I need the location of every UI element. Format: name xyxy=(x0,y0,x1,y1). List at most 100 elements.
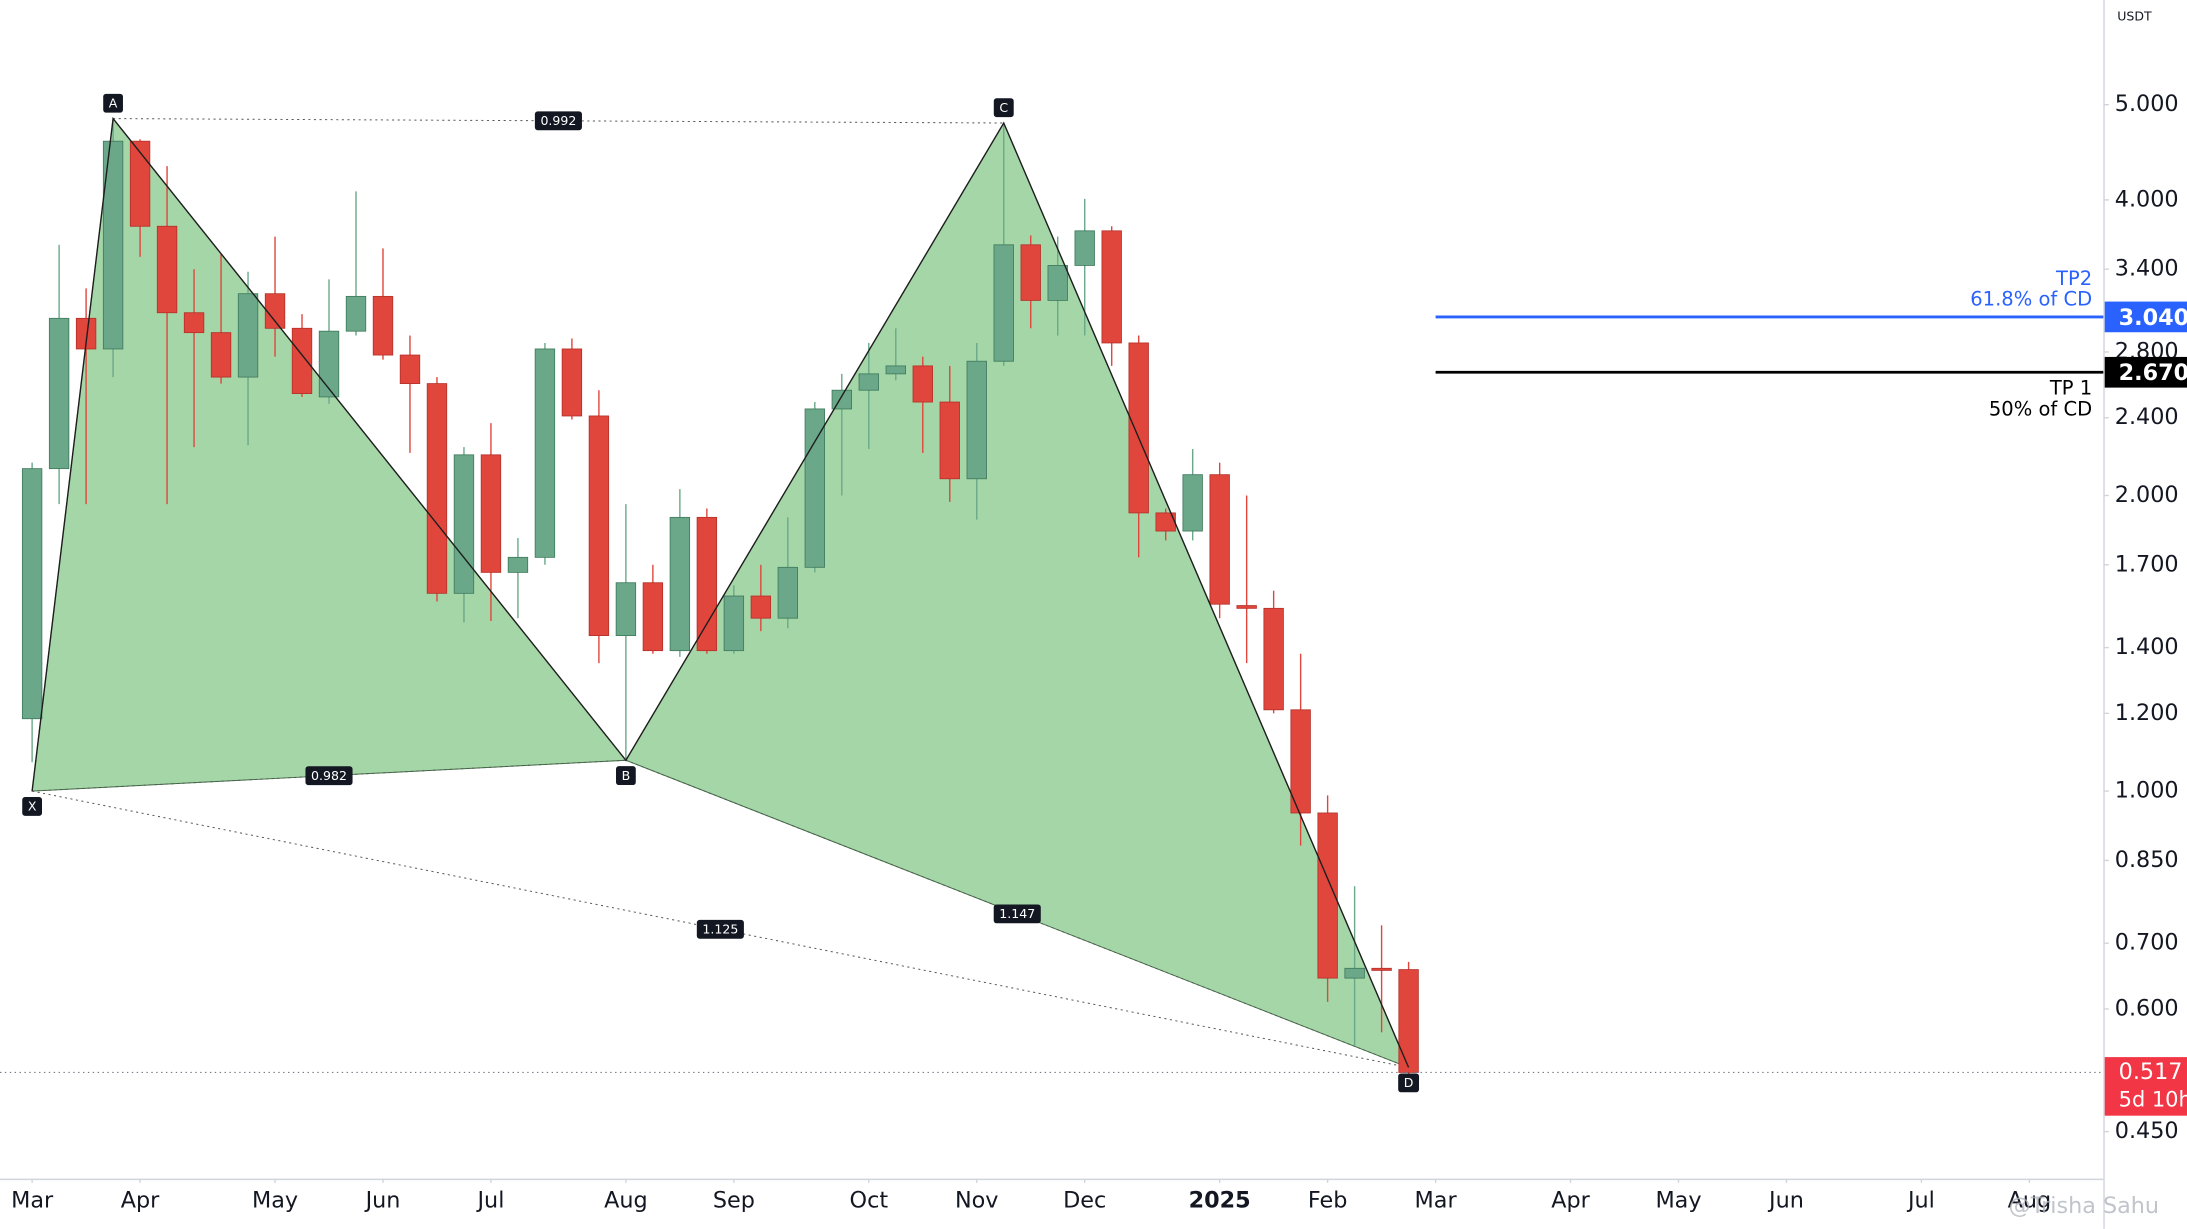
candle-body xyxy=(345,295,367,332)
ratio-label-text: 0.992 xyxy=(540,113,576,128)
candle-body xyxy=(1182,474,1203,532)
pattern-point-label-box xyxy=(1398,1073,1420,1093)
y-tick-label: 0.850 xyxy=(2115,847,2179,873)
pattern-point-label: D xyxy=(1398,1073,1420,1093)
ratio-label-text: 1.147 xyxy=(999,906,1035,921)
candle-body xyxy=(102,140,124,350)
candle-body xyxy=(183,312,205,334)
x-tick-label: Mar xyxy=(1415,1188,1458,1214)
watermark: @Trisha Sahu xyxy=(2008,1193,2159,1219)
target-level-value: 3.040 xyxy=(2119,305,2187,331)
ratio-label-box xyxy=(534,111,582,131)
candle-body xyxy=(1236,605,1257,609)
candle-body xyxy=(939,401,960,480)
candle-body xyxy=(912,365,933,403)
y-tick-label: 2.000 xyxy=(2115,482,2179,508)
target-level-note: 61.8% of CD xyxy=(1970,288,2092,311)
candle-body xyxy=(966,360,987,480)
ratio-label-box xyxy=(696,919,744,939)
candle-body xyxy=(48,317,70,470)
target-level-tag xyxy=(2104,356,2187,388)
y-tick-label: 4.000 xyxy=(2115,186,2179,212)
candle-body xyxy=(507,556,529,573)
y-tick-label: 3.400 xyxy=(2115,256,2179,282)
target-level-name: TP 1 xyxy=(2049,377,2092,400)
currency-label: USDT xyxy=(2117,8,2152,23)
ratio-label: 0.992 xyxy=(534,111,582,131)
pattern-point-label: A xyxy=(103,93,123,113)
x-tick-label: Jul xyxy=(475,1188,504,1214)
x-tick-label: May xyxy=(1655,1188,1701,1214)
ratio-label-text: 1.125 xyxy=(702,922,738,937)
x-tick-label: Mar xyxy=(11,1188,54,1214)
pattern-point-label-box xyxy=(22,797,43,816)
pattern-legs xyxy=(31,116,1410,1068)
candle-body xyxy=(372,295,394,356)
candle-body xyxy=(561,348,583,417)
pattern-point-label-text: C xyxy=(999,100,1008,115)
pattern-point-label-text: X xyxy=(28,799,37,814)
x-tick-label: Feb xyxy=(1308,1188,1347,1214)
x-tick-label: Aug xyxy=(2008,1188,2052,1214)
x-tick-label: Jun xyxy=(364,1188,401,1214)
y-tick-label: 0.600 xyxy=(2115,995,2179,1021)
candle-body xyxy=(777,566,799,619)
x-tick-label: Apr xyxy=(1551,1188,1590,1214)
candle-body xyxy=(1047,265,1068,301)
candle-body xyxy=(75,317,97,350)
ratio-label: 1.125 xyxy=(696,919,744,939)
pattern-point-label-box xyxy=(103,93,123,113)
candle-body xyxy=(615,582,637,637)
pattern-point-label: X xyxy=(22,797,43,816)
candle-body xyxy=(264,293,286,329)
candle-body xyxy=(885,365,906,375)
pattern-point-label-box xyxy=(616,766,636,786)
y-tick-label: 1.200 xyxy=(2115,700,2179,726)
candle-body xyxy=(21,468,43,720)
x-tick-label: Jun xyxy=(1767,1188,1804,1214)
x-tick-label: 2025 xyxy=(1189,1188,1251,1214)
x-tick-label: Jul xyxy=(1906,1188,1935,1214)
x-tick-label: Dec xyxy=(1063,1188,1106,1214)
x-tick-label: Sep xyxy=(713,1188,755,1214)
candle-body xyxy=(723,595,745,652)
x-tick-label: Nov xyxy=(955,1188,999,1214)
candle-body xyxy=(318,330,340,398)
ratio-label-text: 0.982 xyxy=(311,768,347,783)
candle-body xyxy=(1344,967,1365,979)
candle-body xyxy=(1371,967,1392,971)
candle-body xyxy=(399,354,421,385)
candle-body xyxy=(804,408,826,568)
candle-body xyxy=(642,582,664,652)
candle-body xyxy=(750,595,772,619)
candle-body xyxy=(1209,474,1230,605)
candle-body xyxy=(696,516,718,652)
pattern-point-label-text: B xyxy=(622,768,631,783)
x-tick-label: May xyxy=(252,1188,298,1214)
candle-body xyxy=(129,140,151,227)
y-tick-label: 0.700 xyxy=(2115,930,2179,956)
y-tick-label: 1.400 xyxy=(2115,634,2179,660)
ratio-label: 1.147 xyxy=(993,904,1041,924)
pattern-point-label-text: A xyxy=(109,95,118,110)
candle-body xyxy=(1101,230,1122,344)
ratio-line xyxy=(113,118,1004,124)
countdown: 5d 10h xyxy=(2119,1087,2187,1111)
candle-body xyxy=(1263,607,1284,711)
x-tick-label: Apr xyxy=(121,1188,160,1214)
candle-body xyxy=(588,415,610,637)
target-level-value: 2.670 xyxy=(2119,360,2187,386)
target-level-name: TP2 xyxy=(2055,267,2092,290)
ratio-label-box xyxy=(305,766,353,786)
candle-body xyxy=(210,332,232,378)
candle-body xyxy=(1074,230,1095,266)
candle-body xyxy=(1128,342,1149,514)
candle-body xyxy=(831,389,852,410)
x-tick-label: Oct xyxy=(850,1188,889,1214)
candle-body xyxy=(1020,244,1041,301)
current-price-tag xyxy=(2104,1057,2187,1116)
candle-body xyxy=(1290,709,1311,814)
pattern-point-label-box xyxy=(993,98,1014,118)
